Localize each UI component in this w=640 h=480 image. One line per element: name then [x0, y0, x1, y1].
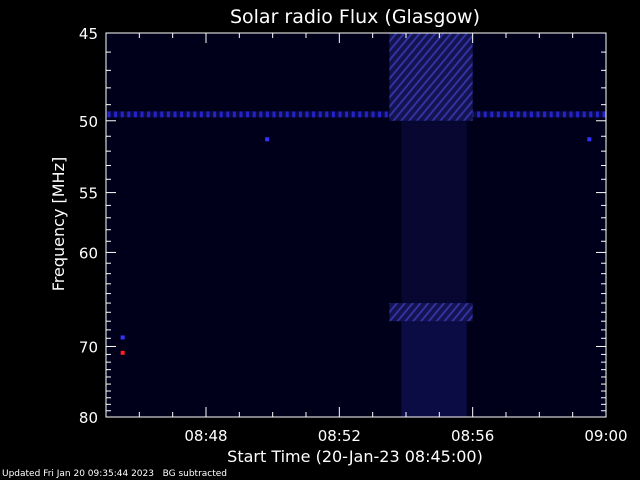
y-tick-label: 50	[79, 113, 98, 131]
updated-timestamp: Updated Fri Jan 20 09:35:44 2023	[2, 469, 154, 479]
x-tick-label: 08:56	[451, 427, 494, 445]
x-axis-label: Start Time (20-Jan-23 08:45:00)	[227, 447, 483, 466]
signal-point	[120, 335, 125, 340]
y-tick-label: 80	[79, 409, 98, 427]
emission-band	[106, 111, 606, 118]
radio-burst	[389, 33, 473, 418]
y-tick-label: 70	[79, 338, 98, 356]
y-tick-label: 45	[79, 25, 98, 43]
y-tick-label: 55	[79, 185, 98, 203]
chart-title: Solar radio Flux (Glasgow)	[230, 6, 480, 28]
signal-point	[587, 137, 592, 142]
bg-subtracted-note: BG subtracted	[162, 469, 228, 479]
x-tick-label: 08:52	[318, 427, 361, 445]
signal-point	[265, 137, 270, 142]
y-axis-label: Frequency [MHz]	[49, 157, 68, 291]
plot-frame	[105, 32, 607, 418]
footer: Updated Fri Jan 20 09:35:44 2023 BG subt…	[2, 468, 227, 480]
signal-point	[120, 350, 125, 355]
plot-area	[106, 33, 606, 417]
x-tick-label: 08:48	[184, 427, 227, 445]
x-tick-label: 09:00	[584, 427, 627, 445]
radio-burst	[389, 303, 473, 417]
y-tick-label: 60	[79, 244, 98, 262]
